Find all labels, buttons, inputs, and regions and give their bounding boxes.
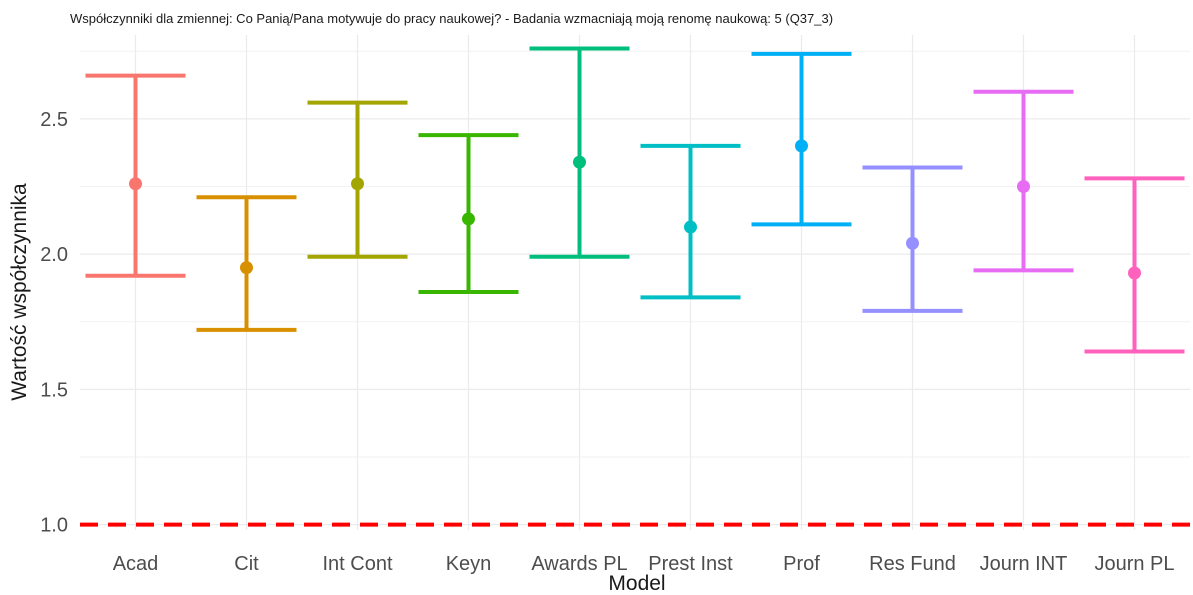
y-tick-label: 2.5 — [40, 109, 68, 131]
estimate-point — [795, 139, 808, 153]
estimate-point — [351, 177, 364, 191]
chart-title: Współczynniki dla zmiennej: Co Panią/Pan… — [70, 11, 833, 26]
x-tick-label: Keyn — [446, 553, 492, 575]
x-tick-label: Prof — [783, 553, 820, 575]
errorbar-int-cont — [307, 100, 408, 259]
errorbar-journ-pl — [1084, 176, 1185, 354]
estimate-point — [906, 236, 919, 250]
errorbar-prest-inst — [640, 143, 741, 300]
y-tick-label: 2.0 — [40, 244, 68, 266]
x-tick-label: Res Fund — [869, 553, 956, 575]
errorbar-keyn — [418, 133, 519, 294]
x-axis-ticks: Acad Cit Int Cont Keyn Awards PL Prest Inst Pr… — [113, 553, 1175, 575]
x-tick-label: Acad — [113, 553, 159, 575]
estimate-point — [129, 177, 142, 191]
x-tick-label: Prest Inst — [648, 553, 733, 575]
y-tick-label: 1.0 — [40, 515, 68, 537]
estimate-point — [462, 212, 475, 226]
y-axis-label: Wartość współczynnika — [8, 183, 31, 401]
x-tick-label: Cit — [234, 553, 259, 575]
y-axis-ticks: 1.0 1.5 2.0 2.5 — [40, 109, 68, 537]
errorbar-journ-int — [973, 89, 1074, 273]
x-tick-label: Int Cont — [322, 553, 392, 575]
x-tick-label: Journ INT — [980, 553, 1068, 575]
estimate-point — [240, 261, 253, 275]
x-tick-label: Awards PL — [531, 553, 627, 575]
x-axis-label: Model — [608, 572, 665, 595]
y-tick-label: 1.5 — [40, 379, 68, 401]
errorbar-acad — [85, 73, 186, 278]
errorbar-awards-pl — [529, 46, 630, 259]
errorbar-prof — [751, 51, 852, 227]
estimate-point — [573, 155, 586, 169]
errorbar-cit — [196, 195, 297, 332]
x-tick-label: Journ PL — [1094, 553, 1174, 575]
estimate-point — [684, 220, 697, 234]
marks — [85, 46, 1185, 354]
estimate-point — [1128, 266, 1141, 280]
errorbar-res-fund — [862, 165, 963, 313]
estimate-point — [1017, 179, 1030, 193]
